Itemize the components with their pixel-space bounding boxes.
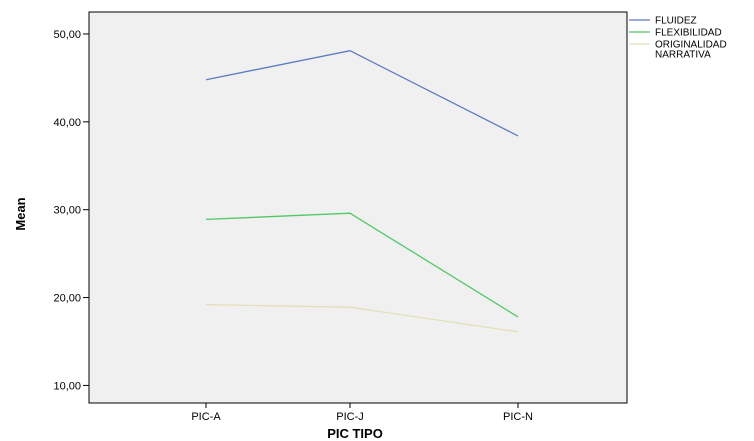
plot-area [88,11,628,404]
series-lines [205,50,519,333]
y-tick-label: 50,00 [53,29,81,41]
legend-label: FLUIDEZ [655,16,697,27]
legend-label: ORIGINALIDAD [655,40,727,51]
x-axis: PIC-A PIC-J PIC-N [191,403,533,423]
y-tick-label: 10,00 [53,380,81,392]
y-axis: 10,00 20,00 30,00 40,00 50,00 [53,29,89,392]
y-axis-label: Mean [13,197,28,230]
x-tick-label: PIC-A [191,411,221,423]
x-tick-label: PIC-N [503,411,533,423]
y-tick-label: 30,00 [53,205,81,217]
legend-label: NARRATIVA [655,50,711,61]
x-axis-label: PIC TIPO [327,426,383,441]
legend-label: FLEXIBILIDAD [655,28,722,39]
y-tick-label: 20,00 [53,293,81,305]
x-tick-label: PIC-J [336,411,364,423]
y-tick-label: 40,00 [53,117,81,129]
